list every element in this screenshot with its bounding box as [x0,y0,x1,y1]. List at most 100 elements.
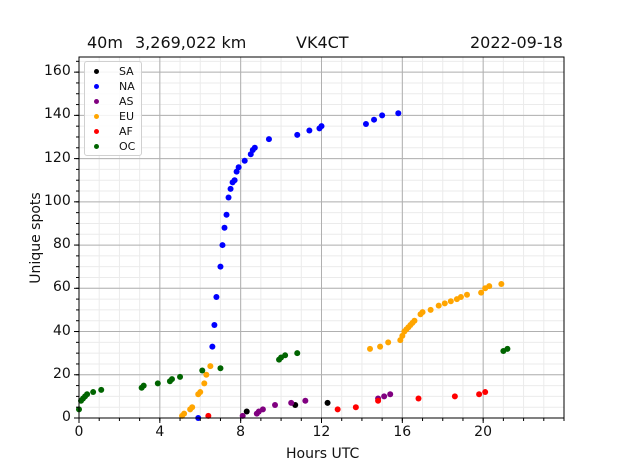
legend: SA NA AS EU AF OC [84,61,142,156]
series-af [205,389,489,419]
data-point [447,298,454,305]
data-point [199,367,206,374]
data-point [451,393,458,400]
marker-icon [94,114,99,119]
x-axis-label: Hours UTC [286,446,360,462]
marker-icon [94,84,99,89]
data-point [272,402,279,409]
y-tick-label: 0 [62,409,71,425]
data-point [265,136,272,143]
data-point [203,371,210,378]
series-oc [76,345,511,413]
data-point [482,389,489,396]
data-point [395,110,402,117]
data-point [211,322,218,329]
series-as [239,391,394,419]
data-point [90,389,97,396]
data-point [223,211,230,218]
x-tick-label: 8 [236,424,246,440]
data-point [379,112,386,119]
data-point [476,391,483,398]
y-axis-label: Unique spots [28,192,44,284]
data-point [294,350,301,357]
marker-icon [94,129,99,134]
data-point [221,224,228,231]
data-point [385,339,392,346]
legend-item-oc: OC [85,140,141,154]
y-tick-label: 100 [44,192,71,209]
data-point [217,263,224,270]
data-point [435,302,442,309]
data-point [381,393,388,400]
data-point [227,185,234,192]
data-point [367,345,373,352]
data-point [464,291,470,298]
data-point [288,399,295,406]
y-tick-label: 20 [53,365,71,382]
data-point [231,177,238,184]
data-point [197,389,204,396]
data-point [306,127,313,134]
data-point [411,317,418,324]
data-point [294,131,301,138]
data-point [219,242,226,249]
y-tick-label: 40 [53,322,71,339]
data-point [98,386,105,393]
data-point [259,406,266,413]
data-point [181,410,188,417]
marker-icon [94,99,99,104]
y-tick-label: 160 [44,63,71,80]
data-point [498,280,505,287]
y-tick-label: 140 [44,106,71,123]
data-point [140,382,147,389]
data-point [362,121,369,128]
data-point [334,406,341,413]
chart-date: 2022-09-18 [470,33,563,52]
data-point [205,412,212,419]
data-point [371,116,378,123]
marker-icon [94,144,99,149]
y-tick-label: 120 [44,149,71,166]
data-point [419,309,426,316]
data-point [213,293,220,300]
x-tick-label: 16 [393,424,412,440]
chart-band: 40m [87,33,123,52]
data-point [201,380,208,387]
data-point [235,164,242,171]
chart-distance: 3,269,022 km [135,33,247,52]
data-point [251,144,258,151]
axis-ticks [74,60,565,423]
data-points [76,110,511,421]
x-tick-label: 20 [474,424,492,440]
x-tick-label: 12 [312,424,331,440]
data-point [324,399,331,406]
data-point [377,343,384,350]
data-point [154,380,161,387]
data-point [318,123,325,130]
data-point [302,397,309,404]
data-point [415,395,422,402]
y-tick-label: 60 [53,279,71,296]
data-point [352,404,359,411]
data-point [478,289,485,296]
data-point [427,306,434,313]
data-point [209,343,216,350]
data-point [239,412,246,419]
data-point [441,300,448,307]
legend-item-as: AS [85,95,141,109]
data-point [207,363,214,370]
data-point [168,376,175,383]
y-tick-label: 80 [53,236,71,253]
data-point [177,373,184,380]
legend-item-af: AF [85,125,141,139]
data-point [243,408,250,415]
data-point [282,352,289,359]
data-point [375,397,382,404]
legend-item-sa: SA [85,65,141,79]
data-point [217,365,224,372]
data-point [504,345,511,352]
x-tick-label: 4 [155,424,165,440]
chart-callsign: VK4CT [296,33,349,52]
data-point [486,283,493,290]
